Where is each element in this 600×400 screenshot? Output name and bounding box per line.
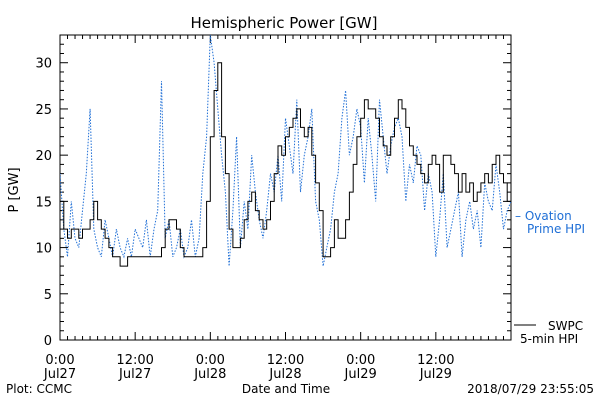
x-tick-label-time: 12:00 [417, 353, 454, 368]
x-axis-ticks: 0:00Jul2712:00Jul270:00Jul2812:00Jul280:… [43, 35, 504, 382]
x-tick-label-time: 12:00 [267, 353, 304, 368]
plot-timestamp: 2018/07/29 23:55:05 [467, 382, 594, 396]
legend-ovation-line2: Prime HPI [527, 222, 585, 236]
x-axis-label: Date and Time [242, 382, 330, 396]
y-tick-label: 20 [35, 149, 52, 164]
legend-swpc-line2: 5-min HPI [520, 332, 578, 346]
x-tick-label-date: Jul29 [344, 367, 377, 382]
y-tick-label: 25 [35, 103, 52, 118]
y-tick-label: 30 [35, 57, 52, 72]
y-tick-label: 10 [35, 242, 52, 257]
x-tick-label-time: 0:00 [196, 353, 225, 368]
plot-credit: Plot: CCMC [6, 382, 72, 396]
legend-ovation: – Ovation Prime HPI [515, 209, 585, 236]
x-tick-label-date: Jul29 [419, 367, 452, 382]
x-tick-label-time: 0:00 [45, 353, 74, 368]
legend-swpc: SWPC 5-min HPI [514, 319, 583, 346]
y-tick-label: 5 [44, 288, 52, 303]
chart-title: Hemispheric Power [GW] [191, 14, 378, 32]
y-tick-label: 0 [44, 334, 52, 349]
x-tick-label-time: 0:00 [346, 353, 375, 368]
x-tick-label-date: Jul27 [118, 367, 151, 382]
x-tick-label-date: Jul28 [193, 367, 226, 382]
legend-ovation-line1: – Ovation [515, 209, 572, 223]
y-axis-label: P [GW] [7, 167, 22, 212]
x-tick-label-date: Jul27 [43, 367, 76, 382]
x-tick-label-time: 12:00 [116, 353, 153, 368]
legend-swpc-line1: SWPC [548, 319, 583, 333]
series-lines [60, 35, 511, 267]
x-tick-label-date: Jul28 [268, 367, 301, 382]
y-tick-label: 15 [35, 195, 52, 210]
series-swpc-line [60, 62, 511, 267]
